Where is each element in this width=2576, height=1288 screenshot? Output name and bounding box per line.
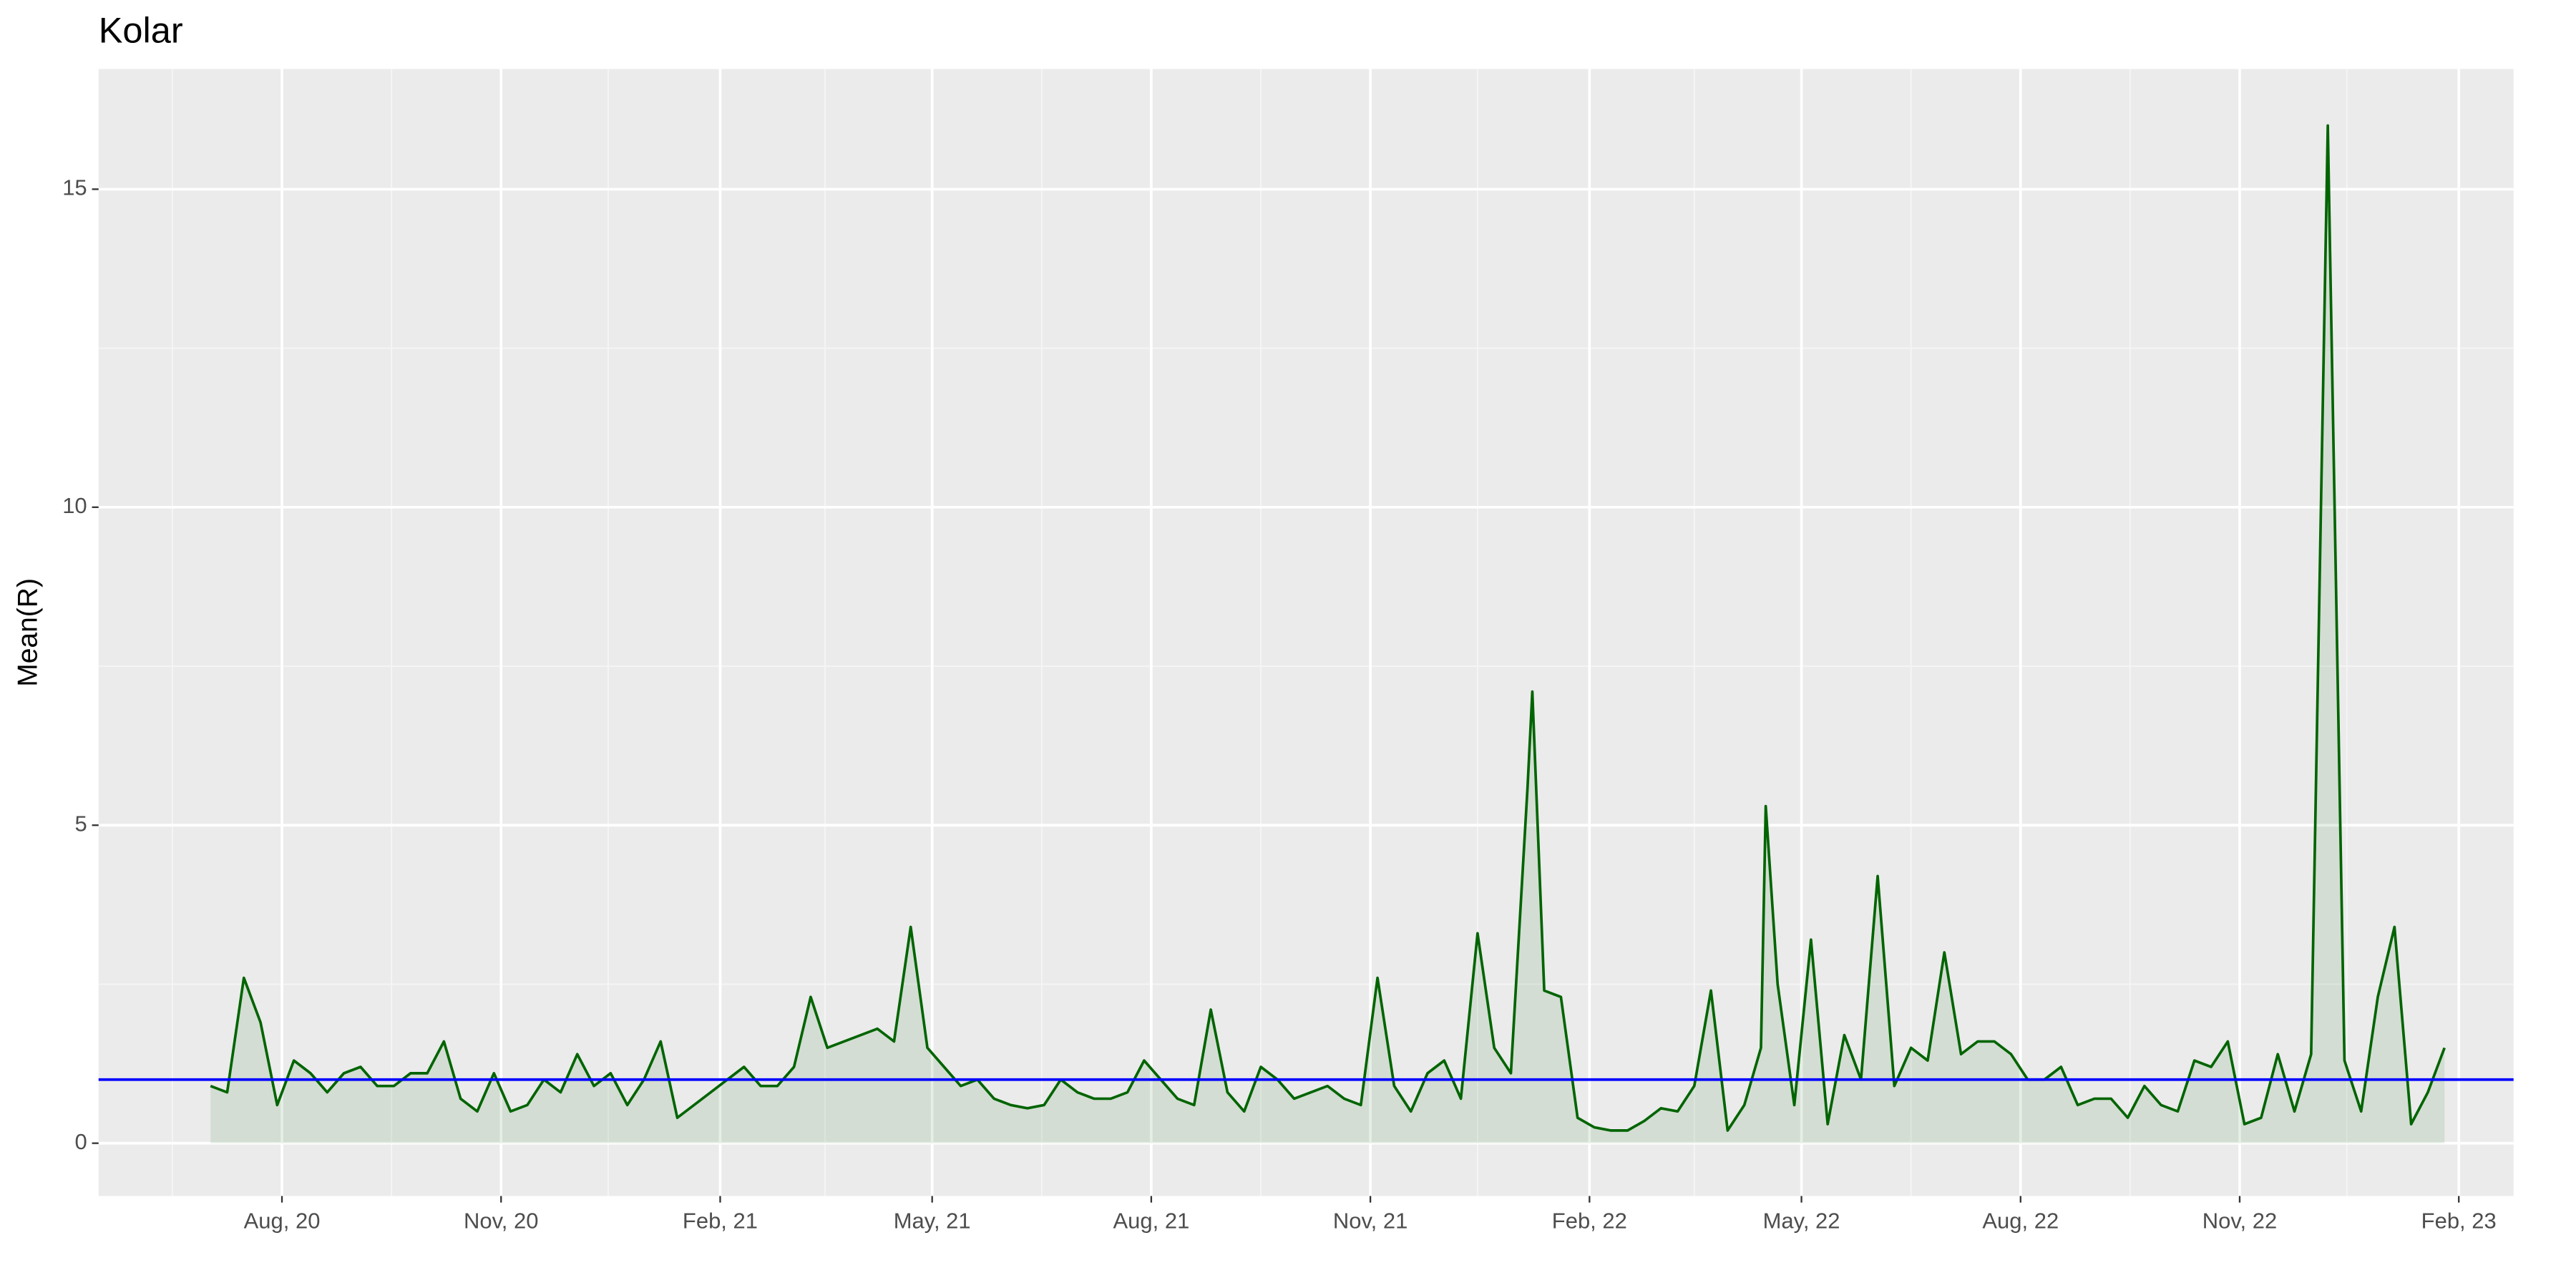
x-tick-label: Aug, 20	[244, 1208, 321, 1233]
panel	[98, 69, 2514, 1196]
x-tick-label: Feb, 22	[1552, 1208, 1627, 1233]
chart-title: Kolar	[99, 9, 183, 50]
y-tick-label: 10	[62, 493, 87, 518]
x-tick-label: Aug, 22	[1982, 1208, 2059, 1233]
x-tick-label: Nov, 21	[1333, 1208, 1407, 1233]
x-tick-label: May, 21	[894, 1208, 971, 1233]
y-tick-label: 5	[74, 811, 87, 836]
y-tick-label: 0	[74, 1129, 87, 1154]
x-tick-label: Aug, 21	[1113, 1208, 1190, 1233]
x-tick-label: Feb, 23	[2421, 1208, 2497, 1233]
x-tick-label: Nov, 22	[2202, 1208, 2277, 1233]
y-axis-label: Mean(R)	[13, 578, 44, 687]
y-tick-label: 15	[62, 175, 87, 200]
x-tick-label: May, 22	[1763, 1208, 1840, 1233]
x-tick-label: Nov, 20	[464, 1208, 538, 1233]
x-tick-label: Feb, 21	[683, 1208, 758, 1233]
